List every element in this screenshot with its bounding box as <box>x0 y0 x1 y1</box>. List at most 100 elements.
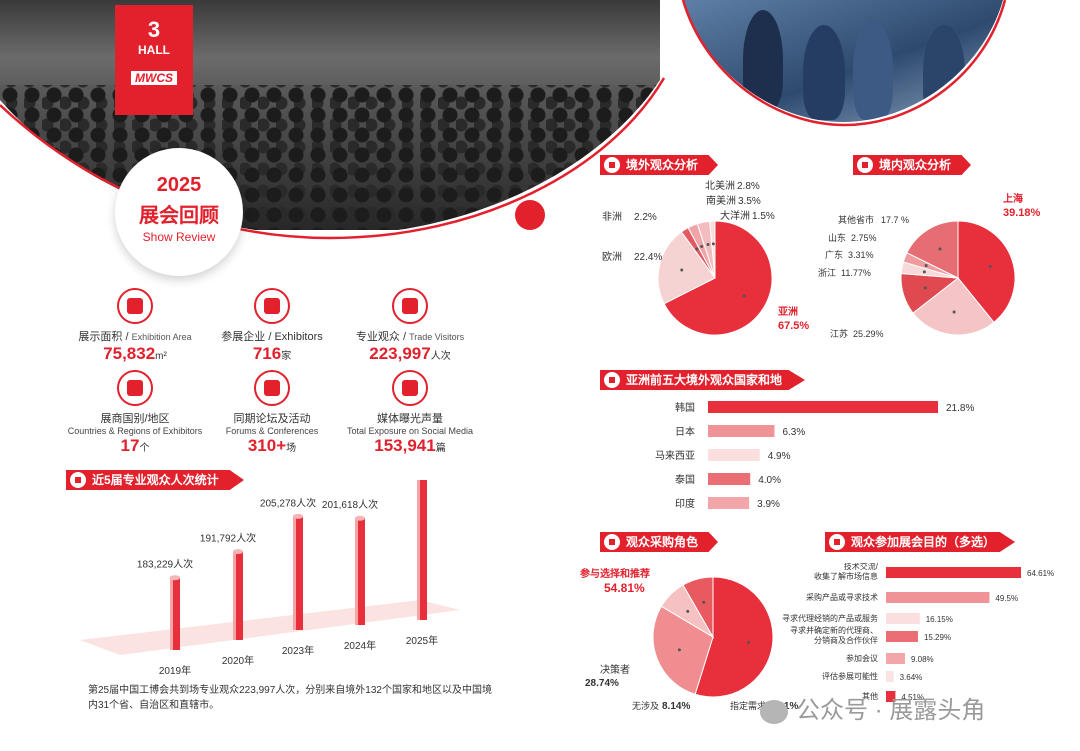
stat-value: 17 <box>120 436 140 455</box>
bar-top <box>355 515 365 521</box>
slice-dot <box>742 294 746 298</box>
stat-label-en: Trade Visitors <box>409 332 465 342</box>
bar-highlight <box>293 516 296 630</box>
bar-body <box>417 480 427 620</box>
decorative-arcs <box>0 0 1007 240</box>
bar-category-label: 2020年 <box>222 654 254 667</box>
slice-dot <box>923 286 927 290</box>
stat-label: 专业观众 <box>355 331 400 343</box>
bar-category-label: 2025年 <box>406 634 438 647</box>
stat-exhibition-area: 展示面积 / Exhibition Area 75,832m² <box>55 288 215 364</box>
bar-value-label: 64.61% <box>1027 569 1054 578</box>
brand-logo: MWCS <box>131 71 177 85</box>
wechat-watermark: 公众号 · 展露头角 <box>760 690 985 725</box>
building-icon <box>117 288 153 324</box>
hall-number: 3 <box>147 17 161 42</box>
stat-label-en: Forums & Conferences <box>225 426 319 436</box>
stat-unit: 个 <box>139 443 150 454</box>
bar-category-label: 泰国 <box>675 473 695 486</box>
pie-slice <box>709 220 716 279</box>
pie-slice <box>912 277 995 336</box>
bar-category-label: 2024年 <box>344 639 376 652</box>
overseas-pie-chart: 亚洲 67.5% 欧洲 22.4% 非洲 2.2% 北美洲 2.8%南美洲 3.5% 大洋洲 1.5… <box>602 179 809 336</box>
stat-unit: 人次 <box>430 351 451 362</box>
slice-dot <box>677 648 681 652</box>
bar-value-label: 3.9% <box>757 499 780 510</box>
pie-label: 大洋洲 <box>720 209 750 222</box>
bar-top <box>233 549 243 555</box>
bar-value-label: 205,278人次 <box>260 496 316 509</box>
bar <box>886 592 990 603</box>
bar-top <box>170 575 180 581</box>
bar-value-label: 183,229人次 <box>137 558 193 571</box>
stat-trade-visitors: 专业观众 / Trade Visitors 223,997人次 <box>330 288 490 364</box>
pie-label: 江苏 <box>830 328 848 339</box>
review-title: 展会回顾 <box>139 205 219 227</box>
pie-value-label: 2.75% <box>851 233 877 243</box>
bar <box>886 631 918 642</box>
bar <box>708 449 760 461</box>
pie-label: 北美洲 <box>705 179 735 192</box>
visitor-bar <box>355 515 365 625</box>
pie-value-label: 3.31% <box>848 250 874 260</box>
globe-hand-icon <box>392 370 428 406</box>
section-title-visitors: 近5届专业观众人次统计 <box>66 470 244 490</box>
slice-dot <box>747 640 751 644</box>
pie-slice <box>663 220 773 336</box>
pie-label: 欧洲 <box>602 251 622 263</box>
stat-label-en: Total Exposure on Social Media <box>346 426 474 436</box>
bar-category-label: 2019年 <box>159 664 191 677</box>
slice-dot <box>686 609 690 613</box>
bar <box>708 473 751 485</box>
bar-value-label: 4.0% <box>758 475 781 486</box>
pie-label: 南美洲 <box>706 194 736 207</box>
hall-banner: 3 HALL MWCS <box>115 5 193 115</box>
bar <box>708 497 750 509</box>
pie-value-label: 2.2% <box>634 212 657 223</box>
bar-body <box>233 551 243 640</box>
people-group-icon <box>392 288 428 324</box>
bar-category-label: 收集了解市场信息 <box>814 571 878 581</box>
pie-value-label: 8.14% <box>662 701 690 712</box>
bar-highlight <box>417 480 420 620</box>
bar-category-label: 评估参展可能性 <box>822 671 878 681</box>
section-title-domestic: 境内观众分析 <box>853 155 971 175</box>
slice-dot <box>711 242 715 246</box>
pie-label: 浙江 <box>818 267 836 278</box>
stat-exhibitors: 参展企业 / Exhibitors 716家 <box>192 288 352 364</box>
stat-value: 223,997 <box>369 344 431 363</box>
red-dot-decoration <box>515 200 545 230</box>
pie-label: 其他省市 <box>838 214 874 225</box>
pie-label: 决策者 <box>600 663 630 676</box>
bar-value-label: 4.51% <box>901 693 924 702</box>
stat-label: 展商国别/地区 <box>100 413 170 425</box>
slice-dot <box>922 270 926 274</box>
slice-dot <box>695 247 699 251</box>
pie-label: 非洲 <box>602 211 622 223</box>
bar-category-label: 技术交流/ <box>844 563 879 571</box>
pie-value-label: 3.5% <box>738 196 761 207</box>
wechat-icon <box>760 699 788 724</box>
pie-value-label: 54.81% <box>604 581 645 595</box>
bar <box>886 653 905 664</box>
bar-highlight <box>355 518 358 625</box>
slice-dot <box>706 243 710 247</box>
bar <box>708 425 775 437</box>
stat-unit: m² <box>155 351 167 362</box>
bar-category-label: 印度 <box>675 497 695 510</box>
stat-value: 716 <box>252 344 282 363</box>
pie-value-label: 2.8% <box>737 181 760 192</box>
bar-category-label: 2023年 <box>282 644 314 657</box>
section-title-purchase-role: 观众采购角色 <box>600 532 718 552</box>
pie-value-label: 39.18% <box>1003 207 1041 219</box>
stat-unit: 场 <box>286 443 297 454</box>
visitor-bar <box>233 549 243 640</box>
bar-category-label: 参加会议 <box>846 653 878 663</box>
globe-network-icon <box>254 288 290 324</box>
bar-category-label: 韩国 <box>675 401 695 414</box>
bar-top <box>293 513 303 519</box>
slice-dot <box>702 600 706 604</box>
bar-highlight <box>170 577 173 650</box>
